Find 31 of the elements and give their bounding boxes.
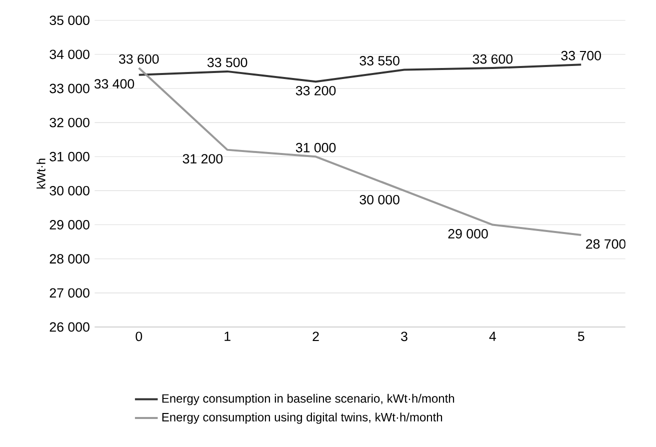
data-label: 28 700 [586, 239, 626, 249]
data-label: 33 200 [296, 86, 336, 96]
y-tick-label: 30 000 [50, 186, 90, 196]
x-tick-label: 0 [136, 332, 142, 342]
data-label: 33 400 [94, 79, 134, 89]
data-label: 29 000 [448, 229, 488, 238]
x-tick-label: 5 [578, 332, 584, 342]
y-tick-label: 28 000 [50, 254, 90, 264]
x-tick-label: 4 [489, 332, 496, 341]
data-label: 31 200 [182, 154, 223, 164]
legend-label: Energy consumption using digital twins, kWt·h/month [162, 412, 442, 424]
y-tick-label: 29 000 [50, 220, 90, 230]
data-label: 33 600 [472, 54, 513, 64]
y-tick-label: 35 000 [50, 16, 90, 26]
y-tick-label: 26 000 [50, 322, 90, 332]
data-label: 33 550 [360, 56, 400, 66]
data-label: 33 600 [119, 54, 159, 64]
y-tick-label: 32 000 [50, 118, 90, 128]
legend-label: Energy consumption in baseline scenario, kWt·h/month [162, 394, 454, 406]
x-tick-label: 3 [401, 332, 408, 342]
y-tick-label: 27 000 [50, 288, 90, 298]
data-label: 30 000 [360, 194, 400, 204]
y-axis-title: kWt·h [36, 158, 46, 189]
x-tick-label: 2 [312, 332, 319, 342]
data-label: 33 700 [561, 50, 601, 60]
y-tick-label: 31 000 [50, 152, 90, 162]
y-tick-label: 33 000 [50, 84, 90, 94]
data-label: 31 000 [296, 142, 336, 152]
data-label: 33 500 [207, 58, 248, 68]
x-tick-label: 1 [224, 332, 230, 341]
y-tick-label: 34 000 [50, 50, 90, 60]
